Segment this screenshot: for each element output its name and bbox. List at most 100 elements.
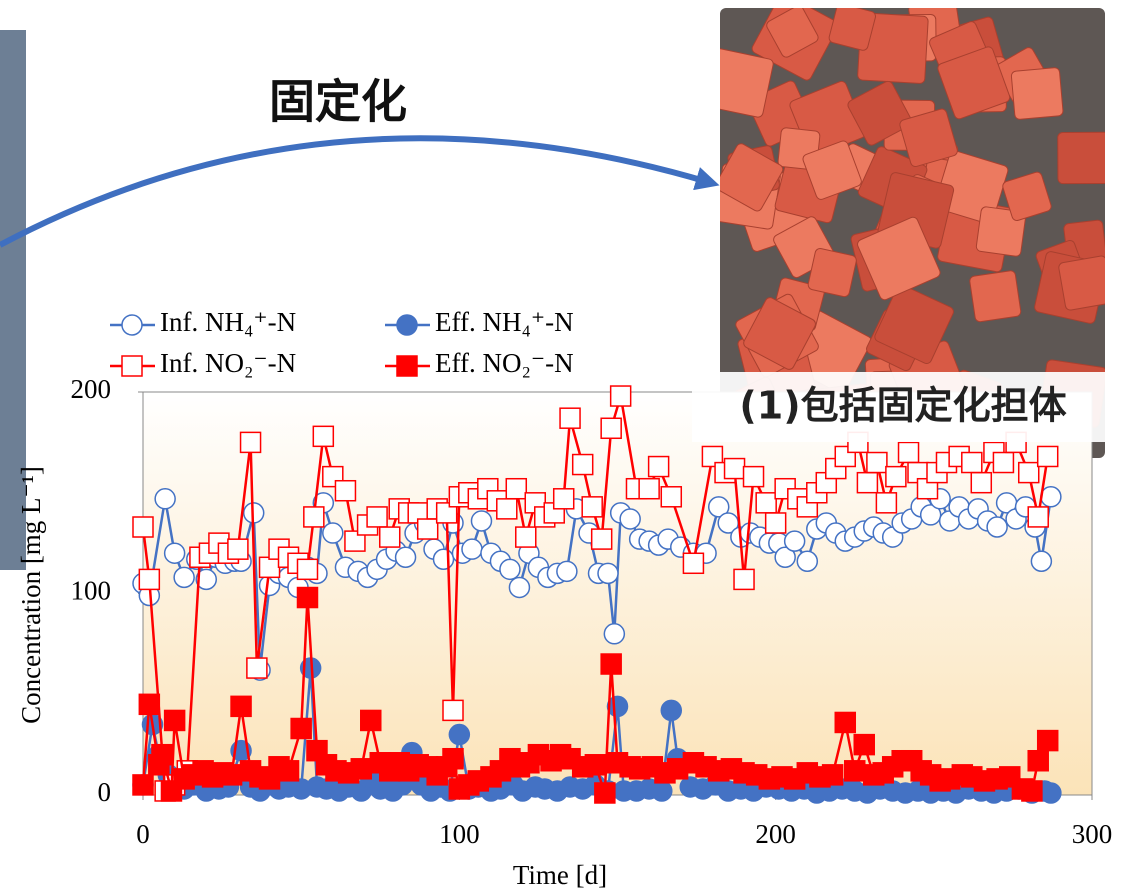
data-point bbox=[344, 530, 366, 552]
data-point bbox=[334, 479, 357, 502]
data-point bbox=[138, 693, 161, 716]
legend-item: Inf. NO₂⁻-N bbox=[110, 348, 296, 378]
data-point bbox=[856, 471, 879, 494]
photo-cube bbox=[807, 248, 857, 298]
y-tick-label: 0 bbox=[98, 777, 112, 807]
data-point bbox=[290, 717, 312, 740]
data-point bbox=[230, 695, 252, 718]
legend-marker bbox=[396, 355, 418, 377]
data-point bbox=[173, 566, 195, 589]
x-tick-label: 0 bbox=[136, 819, 150, 849]
data-point bbox=[660, 699, 683, 722]
legend-label: Eff. NH₄⁺-N bbox=[435, 307, 574, 337]
data-point bbox=[448, 723, 471, 746]
data-point bbox=[496, 498, 518, 520]
photo-cube bbox=[828, 8, 876, 51]
data-point bbox=[651, 780, 673, 802]
data-point bbox=[163, 709, 186, 732]
data-point bbox=[875, 492, 898, 514]
data-point bbox=[1040, 486, 1062, 508]
data-point bbox=[556, 560, 578, 583]
left-photo bbox=[0, 30, 26, 570]
data-point bbox=[1040, 782, 1062, 804]
data-point bbox=[1027, 749, 1049, 772]
x-axis-title: Time [d] bbox=[513, 860, 607, 890]
data-point bbox=[647, 455, 670, 478]
data-point bbox=[132, 516, 154, 538]
data-point bbox=[774, 546, 796, 568]
photo-cube bbox=[969, 270, 1022, 323]
data-point bbox=[432, 548, 455, 570]
photo-cube bbox=[1058, 255, 1105, 311]
photo-cube bbox=[766, 8, 819, 58]
data-point bbox=[853, 733, 875, 756]
legend-item: Inf. NH₄⁺-N bbox=[110, 307, 296, 337]
photo-cube bbox=[1057, 131, 1105, 185]
data-point bbox=[552, 488, 575, 510]
x-tick-label: 100 bbox=[439, 819, 480, 849]
data-point bbox=[559, 407, 581, 429]
photo-cube bbox=[934, 150, 1009, 225]
data-point bbox=[742, 465, 765, 488]
data-point bbox=[163, 542, 186, 564]
data-point bbox=[151, 743, 173, 766]
legend-label: Inf. NH₄⁺-N bbox=[160, 307, 296, 337]
data-point bbox=[961, 451, 983, 474]
data-point bbox=[239, 431, 262, 454]
data-point bbox=[442, 747, 464, 770]
photo-cube bbox=[899, 108, 958, 168]
data-point bbox=[394, 546, 417, 568]
data-point bbox=[508, 576, 531, 599]
legend-item: Eff. NH₄⁺-N bbox=[385, 307, 574, 337]
photo-cube bbox=[1002, 171, 1052, 221]
data-point bbox=[378, 526, 401, 548]
data-point bbox=[590, 528, 613, 550]
photo-label-box bbox=[692, 372, 1115, 442]
legend-label: Eff. NO₂⁻-N bbox=[435, 348, 574, 378]
y-tick-label: 100 bbox=[71, 576, 112, 606]
x-tick-label: 300 bbox=[1072, 819, 1113, 849]
photo bbox=[720, 8, 1105, 458]
data-point bbox=[594, 782, 616, 804]
data-point bbox=[866, 451, 888, 474]
data-point bbox=[723, 457, 746, 480]
data-point bbox=[897, 441, 920, 464]
data-point bbox=[834, 711, 857, 734]
data-point bbox=[296, 558, 319, 581]
data-point bbox=[609, 385, 632, 407]
photo-cube bbox=[802, 140, 862, 200]
data-point bbox=[1036, 445, 1059, 468]
data-point bbox=[660, 486, 683, 508]
data-point bbox=[581, 496, 603, 518]
x-tick-label: 200 bbox=[755, 819, 796, 849]
data-point bbox=[733, 568, 755, 591]
data-point bbox=[707, 496, 730, 518]
data-point bbox=[1017, 461, 1040, 484]
photo-cube bbox=[1010, 67, 1064, 120]
data-point bbox=[619, 508, 641, 530]
data-point bbox=[584, 754, 607, 776]
data-point bbox=[312, 425, 335, 448]
y-axis-title: Concentration [mg L⁻¹] bbox=[16, 466, 46, 724]
data-point bbox=[138, 568, 161, 591]
legend-marker bbox=[121, 355, 143, 377]
data-point bbox=[571, 453, 594, 476]
data-point bbox=[442, 699, 464, 722]
y-tick-label: 200 bbox=[71, 374, 112, 404]
data-point bbox=[435, 502, 458, 524]
data-point bbox=[303, 506, 325, 528]
photo-cube bbox=[720, 143, 784, 212]
data-point bbox=[220, 764, 243, 786]
data-point bbox=[505, 477, 528, 500]
data-point bbox=[258, 556, 281, 579]
data-point bbox=[416, 518, 439, 540]
data-point bbox=[1030, 550, 1053, 573]
data-point bbox=[246, 657, 268, 679]
photo-label: (1)包括固定化担体 bbox=[739, 384, 1066, 428]
data-point bbox=[821, 764, 844, 786]
data-point bbox=[1036, 729, 1059, 752]
series bbox=[132, 385, 1059, 802]
data-point bbox=[701, 445, 724, 468]
data-point bbox=[919, 504, 942, 526]
